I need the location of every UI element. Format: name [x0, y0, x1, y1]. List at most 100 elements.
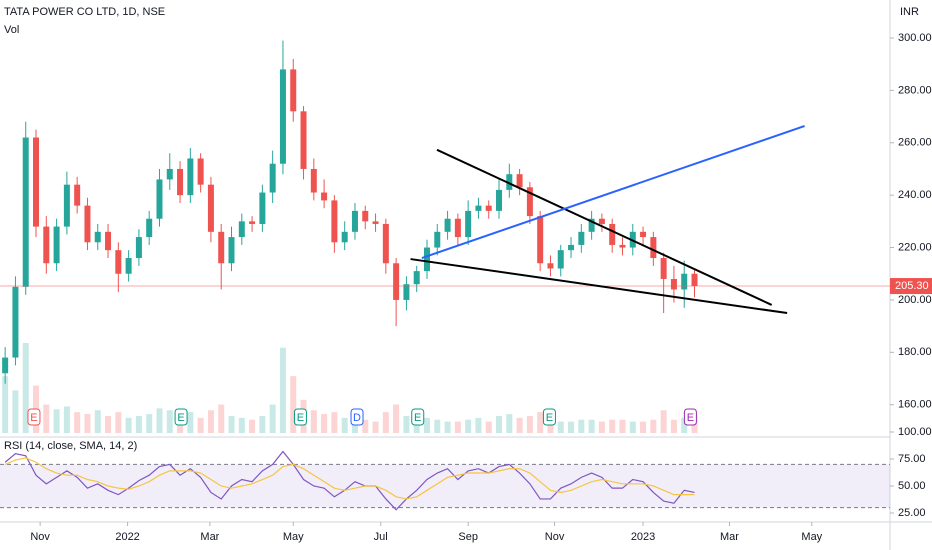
volume-bar — [238, 417, 245, 433]
candle-body — [588, 218, 595, 232]
y-tick-label: 160.00 — [898, 399, 932, 411]
candle-body — [2, 357, 9, 374]
rsi-tick-label: 25.00 — [898, 507, 926, 519]
y-tick-label: 260.00 — [898, 137, 932, 149]
volume-bar — [43, 404, 50, 433]
volume-bar — [609, 419, 616, 433]
candle-body — [372, 221, 379, 224]
candle-body — [454, 218, 461, 238]
candle-body — [146, 218, 153, 238]
candle-body — [351, 210, 358, 232]
candle-body — [321, 192, 328, 201]
candle-body — [33, 137, 40, 227]
trend-line — [436, 148, 773, 306]
candle-body — [640, 231, 647, 238]
volume-bar — [393, 404, 400, 433]
candle-body — [43, 226, 50, 264]
event-label: E — [687, 412, 694, 424]
volume-bar — [413, 419, 420, 433]
candle-body — [259, 192, 266, 224]
event-marker — [542, 408, 556, 426]
volume-bar — [444, 421, 451, 433]
candle-body — [423, 247, 430, 272]
event-label: E — [177, 412, 184, 424]
candle-body — [506, 174, 513, 190]
candle-body — [249, 221, 256, 224]
candle-body — [578, 231, 585, 245]
candle-body — [362, 210, 369, 222]
candle-body — [63, 184, 70, 227]
event-marker — [350, 408, 364, 426]
y-tick-label: 200.00 — [898, 294, 932, 306]
volume-bar — [362, 419, 369, 433]
candle-body — [465, 210, 472, 238]
volume-bar — [12, 390, 19, 433]
candle-body — [238, 221, 245, 238]
candle-body — [177, 168, 184, 196]
candle-body — [269, 163, 276, 193]
candle-body — [341, 231, 348, 243]
volume-bar — [526, 415, 533, 433]
volume-bar — [259, 415, 266, 433]
candle-body — [650, 237, 657, 259]
candle-body — [22, 137, 29, 287]
x-tick-label: May — [283, 531, 304, 543]
candle-body — [444, 218, 451, 232]
volume-bar — [465, 419, 472, 433]
x-tick-label: Jul — [374, 531, 388, 543]
candle-body — [475, 205, 482, 211]
volume-bar — [588, 419, 595, 433]
candle-body — [84, 205, 91, 243]
volume-bar — [434, 419, 441, 433]
volume-bar — [74, 412, 81, 433]
volume-bar — [568, 421, 575, 433]
x-tick-label: Nov — [545, 531, 565, 543]
candle-body — [187, 158, 194, 196]
event-marker — [174, 408, 188, 426]
volume-bar — [146, 414, 153, 433]
rsi-line — [4, 457, 695, 500]
y-tick-label: 300.00 — [898, 32, 932, 44]
candle-body — [53, 226, 60, 264]
last-price-label: 205.30 — [895, 280, 929, 292]
rsi-title: RSI (14, close, SMA, 14, 2) — [4, 440, 137, 452]
rsi-band-fill — [0, 464, 890, 508]
candle-body — [166, 168, 173, 180]
volume-bar — [269, 404, 276, 433]
event-marker — [411, 408, 425, 426]
y-tick-label: 220.00 — [898, 241, 932, 253]
volume-bar — [197, 417, 204, 433]
y-tick-label: 240.00 — [898, 189, 932, 201]
volume-bar — [156, 408, 163, 433]
volume-bar — [2, 376, 9, 433]
volume-bar — [670, 419, 677, 433]
candle-body — [300, 111, 307, 169]
volume-bar — [249, 419, 256, 433]
volume-bar — [341, 417, 348, 433]
candle-body — [94, 231, 101, 243]
volume-bar — [423, 417, 430, 433]
event-label: E — [414, 412, 421, 424]
volume-bar — [53, 409, 60, 433]
volume-bar — [516, 417, 523, 433]
candle-body — [496, 189, 503, 211]
volume-bar — [557, 421, 564, 433]
candle-body — [74, 184, 81, 206]
x-tick-label: 2023 — [631, 531, 655, 543]
rsi-tick-label: 100.00 — [898, 426, 932, 438]
x-tick-label: May — [801, 531, 822, 543]
volume-bar — [207, 410, 214, 433]
volume-bar — [187, 412, 194, 433]
y-tick-label: 280.00 — [898, 84, 932, 96]
x-tick-label: Mar — [720, 531, 739, 543]
trend-line — [410, 258, 788, 315]
candle-body — [681, 273, 688, 290]
volume-bar — [485, 421, 492, 433]
candle-body — [12, 286, 19, 358]
currency: INR — [900, 6, 919, 18]
volume-bar — [496, 415, 503, 433]
volume-bar — [454, 421, 461, 433]
volume-bar — [650, 419, 657, 433]
volume-label: Vol — [4, 24, 19, 36]
